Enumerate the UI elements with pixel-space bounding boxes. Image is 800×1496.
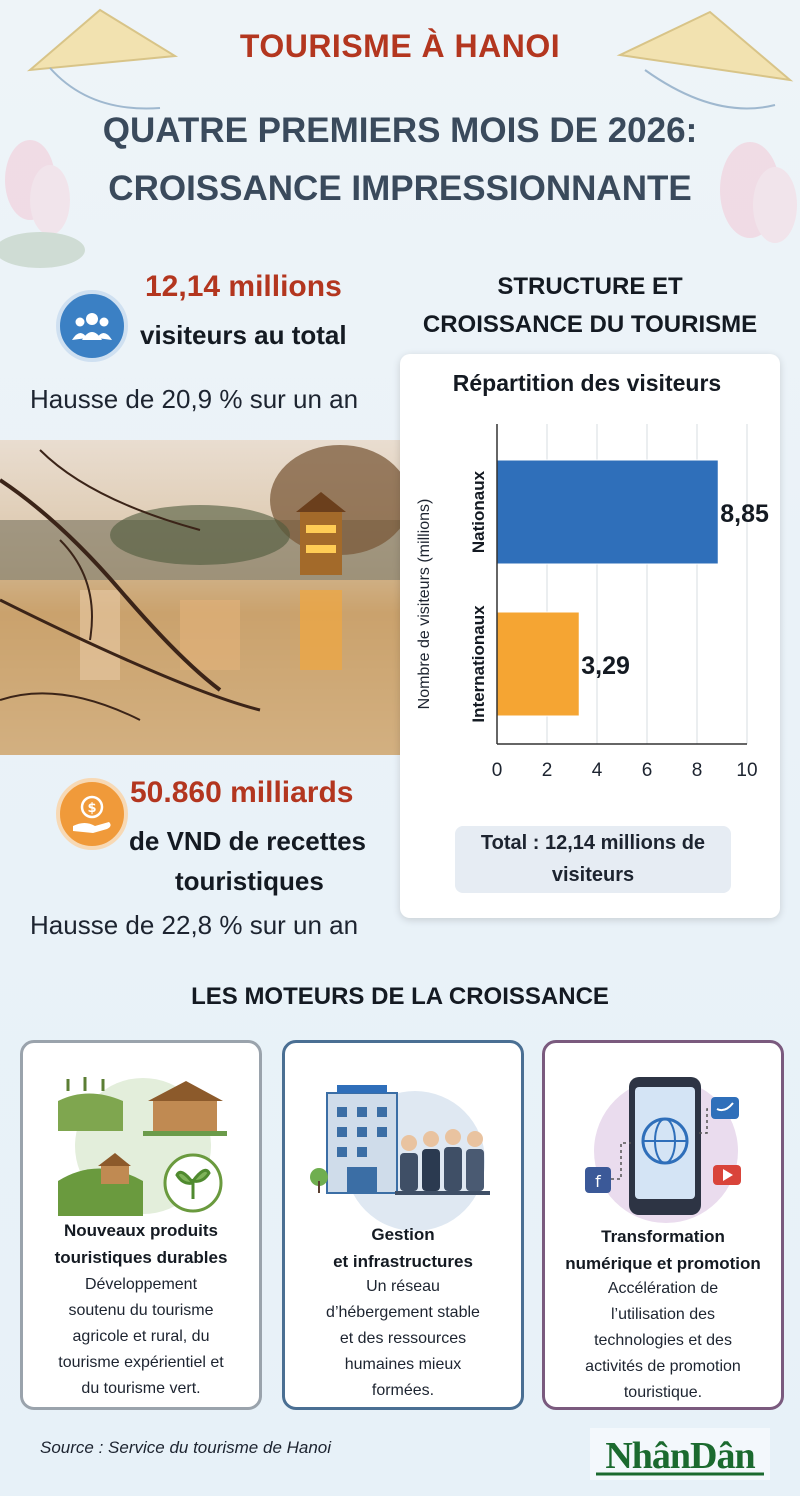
card-title-line-2: et infrastructures <box>333 1252 473 1271</box>
driver-card-sustainable-products: Nouveaux produits touristiques durables … <box>20 1040 262 1410</box>
chart-y-axis-label: Nombre de visiteurs (millions) <box>416 499 433 710</box>
structure-title: STRUCTURE ET CROISSANCE DU TOURISME <box>400 268 780 344</box>
card-title-sustainable: Nouveaux produits touristiques durables <box>23 1217 259 1271</box>
card-title-line-1: Nouveaux produits <box>64 1221 218 1240</box>
source-note: Source : Service du tourisme de Hanoi <box>40 1438 332 1457</box>
money-hand-icon: $ <box>56 778 128 850</box>
total-line-2: visiteurs <box>551 864 635 886</box>
card-text-line: Développement <box>84 1276 198 1293</box>
bar-value-label: 8,85 <box>720 500 769 528</box>
bar-nationaux <box>496 459 719 565</box>
lotus-right-icon <box>720 142 797 243</box>
card-text-line: et des ressources <box>339 1330 467 1347</box>
x-tick-label: 0 <box>492 760 503 781</box>
card-text-line: du tourisme vert. <box>81 1380 201 1397</box>
x-tick-label: 10 <box>736 760 757 781</box>
subtitle-line-2: CROISSANCE IMPRESSIONNANTE <box>108 169 692 208</box>
card-title-line-2: numérique et promotion <box>565 1254 761 1273</box>
card-text-line: l’utilisation des <box>610 1306 716 1323</box>
chart-title: Répartition des visiteurs <box>453 370 721 396</box>
card-title-line-1: Gestion <box>371 1225 435 1244</box>
category-label: Nationaux <box>469 470 488 553</box>
card-title-line-1: Transformation <box>601 1227 725 1246</box>
visitors-number: 12,14 millions <box>145 270 342 303</box>
svg-text:NhânDân: NhânDân <box>605 1435 755 1477</box>
revenue-label-line-2: touristiques <box>175 866 324 896</box>
drivers-title: LES MOTEURS DE LA CROISSANCE <box>191 983 609 1010</box>
revenue-label-line-1: de VND de recettes <box>129 826 366 856</box>
chart-card <box>400 354 780 918</box>
lotus-left-icon <box>0 140 85 268</box>
x-tick-label: 8 <box>692 760 703 781</box>
x-tick-label: 6 <box>642 760 653 781</box>
card-text-digital: Accélération de l’utilisation des techno… <box>545 1276 781 1406</box>
conical-hat-right-icon <box>616 10 794 110</box>
bar-internationaux <box>496 611 580 717</box>
visitors-bar-chart: Répartition des visiteurs Nombre de visi… <box>416 370 769 781</box>
card-text-line: agricole et rural, du <box>72 1328 210 1345</box>
chart-total-box: Total : 12,14 millions de visiteurs <box>455 826 731 893</box>
card-text-line: touristique. <box>623 1384 703 1401</box>
driver-card-management-infrastructure: Gestion et infrastructures Un réseau d’h… <box>282 1040 524 1410</box>
revenue-growth: Hausse de 22,8 % sur un an <box>30 910 359 940</box>
card-text-line: d’hébergement stable <box>326 1304 480 1321</box>
card-text-line: activités de promotion <box>585 1358 741 1375</box>
visitors-label: visiteurs au total <box>140 320 347 350</box>
card-text-line: Accélération de <box>607 1280 719 1297</box>
card-text-management: Un réseau d’hébergement stable et des re… <box>285 1274 521 1404</box>
bar-value-label: 3,29 <box>581 652 630 680</box>
nhan-dan-logo: NhânDân <box>590 1428 770 1480</box>
people-icon <box>56 290 128 362</box>
total-line-1: Total : 12,14 millions de <box>480 832 706 854</box>
category-label: Internationaux <box>469 605 488 723</box>
page-title: TOURISME À HANOI <box>239 28 561 64</box>
conical-hat-left-icon <box>26 8 179 110</box>
card-text-line: technologies et des <box>594 1332 732 1349</box>
hotel-staff-icon <box>310 1085 490 1231</box>
svg-text:$: $ <box>87 801 96 816</box>
card-title-digital: Transformation numérique et promotion <box>545 1223 781 1277</box>
card-title-management: Gestion et infrastructures <box>285 1221 521 1275</box>
smartphone-social-icon: f <box>585 1077 741 1223</box>
x-tick-label: 4 <box>592 760 603 781</box>
hoan-kiem-lake-photo <box>0 440 400 755</box>
card-text-line: Un réseau <box>366 1278 440 1295</box>
card-text-line: humaines mieux <box>344 1356 462 1373</box>
svg-text:f: f <box>595 1172 601 1191</box>
card-text-line: soutenu du tourisme <box>68 1302 214 1319</box>
revenue-number: 50.860 milliards <box>130 776 354 809</box>
driver-card-digital-transformation: f Transformation numérique et promotion … <box>542 1040 784 1410</box>
card-text-sustainable: Développement soutenu du tourisme agrico… <box>23 1272 259 1402</box>
subtitle-line-1: QUATRE PREMIERS MOIS DE 2026: <box>102 111 698 150</box>
page-subtitle: QUATRE PREMIERS MOIS DE 2026: CROISSANCE… <box>0 102 800 218</box>
card-title-line-2: touristiques durables <box>54 1248 228 1267</box>
card-text-line: tourisme expérientiel et <box>58 1354 224 1371</box>
farm-house-icon <box>58 1077 227 1216</box>
card-text-line: formées. <box>371 1382 435 1399</box>
structure-title-line-1: STRUCTURE ET <box>497 273 683 300</box>
x-tick-label: 2 <box>542 760 553 781</box>
visitors-growth: Hausse de 20,9 % sur un an <box>30 384 359 414</box>
structure-title-line-2: CROISSANCE DU TOURISME <box>422 311 758 338</box>
